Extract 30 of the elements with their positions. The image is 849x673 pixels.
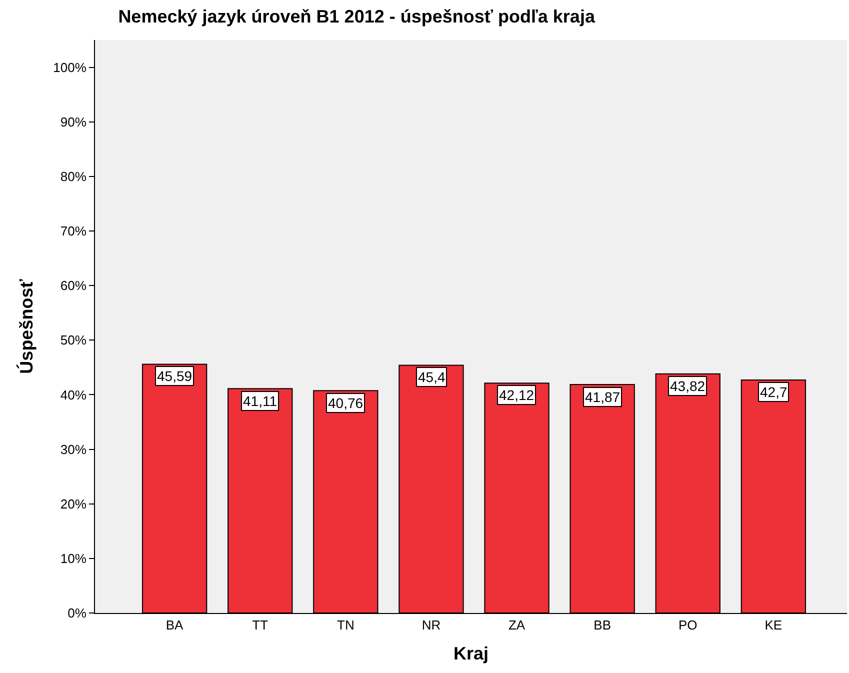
data-label: 41,87 <box>585 389 620 405</box>
x-tick-label: BA <box>166 618 184 633</box>
y-tick-label: 20% <box>60 496 87 512</box>
y-tick-label: 0% <box>68 606 87 621</box>
data-label: 42,7 <box>760 384 788 400</box>
y-tick-label: 80% <box>60 168 87 184</box>
x-tick-label: BB <box>594 618 611 633</box>
y-tick-label: 70% <box>60 224 87 239</box>
data-label: 45,4 <box>418 369 446 385</box>
y-tick-label: 60% <box>60 278 87 294</box>
y-tick-label: 10% <box>60 550 87 566</box>
x-tick-label: TN <box>337 618 354 633</box>
x-axis-title: Kraj <box>453 644 489 664</box>
x-tick-label: TT <box>252 618 268 633</box>
chart-title: Nemecký jazyk úroveň B1 2012 - úspešnosť podľa kraja <box>118 6 596 27</box>
y-tick-label: 30% <box>60 442 87 457</box>
x-tick-label: ZA <box>508 618 526 633</box>
y-tick-label: 40% <box>60 387 87 402</box>
y-axis-title: Úspešnosť <box>16 278 36 374</box>
x-tick-label: PO <box>678 618 698 633</box>
y-tick-label: 50% <box>60 332 87 348</box>
data-label: 40,76 <box>328 395 364 411</box>
x-tick-label: KE <box>764 618 782 633</box>
y-tick-label: 90% <box>60 114 87 130</box>
data-label: 41,11 <box>243 393 278 409</box>
x-tick-label: NR <box>422 618 441 633</box>
data-label: 42,12 <box>499 387 534 403</box>
y-tick-label: 100% <box>53 60 87 75</box>
data-label: 45,59 <box>157 368 192 384</box>
data-label: 43,82 <box>670 378 706 394</box>
